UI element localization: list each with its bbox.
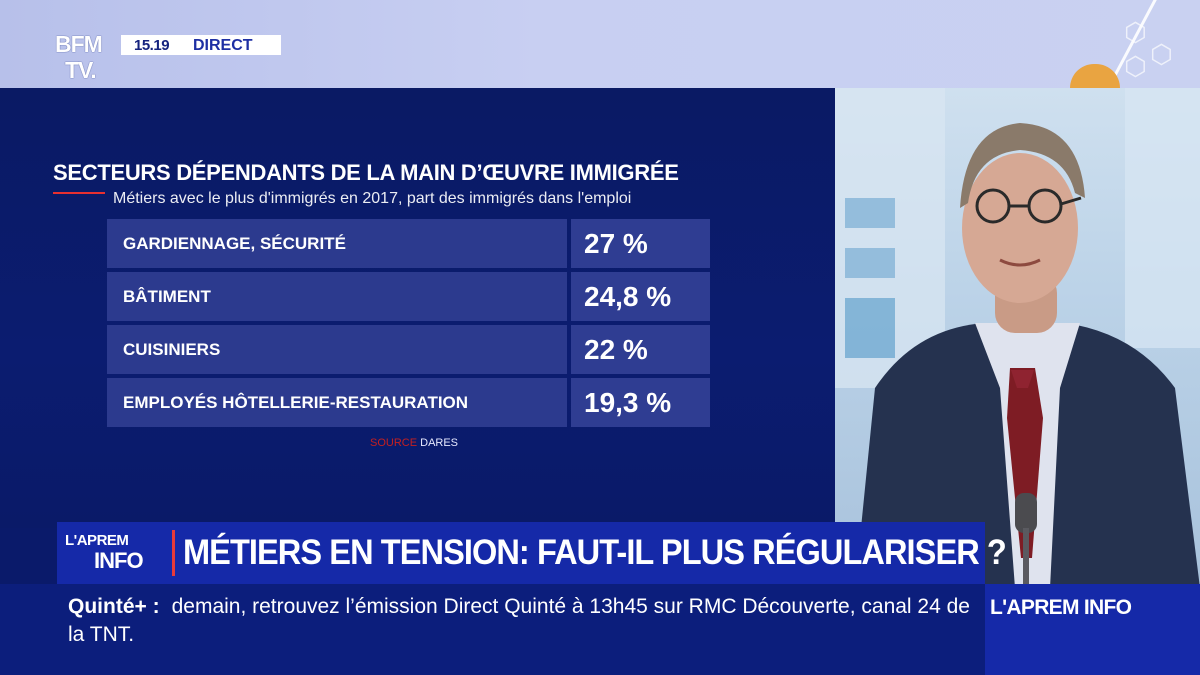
- source-note: SOURCE DARES: [370, 437, 458, 449]
- clock-box: 15.19 DIRECT: [121, 35, 281, 55]
- program-logo-top: L'APREM: [65, 532, 129, 549]
- ticker-message: demain, retrouvez l’émission Direct Quin…: [68, 595, 970, 646]
- decorative-dome: [1070, 64, 1120, 88]
- hexagon-icon: ⬡: [1150, 40, 1173, 70]
- row-value: 19,3 %: [571, 378, 710, 427]
- program-brand: L'APREM INFO: [985, 584, 1200, 675]
- program-brand-text: L'APREM INFO: [990, 596, 1132, 619]
- logo-text-bottom: TV.: [65, 57, 97, 83]
- infographic-title: SECTEURS DÉPENDANTS DE LA MAIN D’ŒUVRE I…: [53, 160, 679, 185]
- title-rule: [53, 192, 105, 194]
- studio-screen: [845, 198, 895, 228]
- channel-logo: BFM TV.: [55, 33, 117, 85]
- presenter-video: [835, 88, 1200, 588]
- source-key: SOURCE: [370, 437, 418, 449]
- clock-time: 15.19: [134, 37, 170, 54]
- infographic-subtitle: Métiers avec le plus d'immigrés en 2017,…: [113, 190, 632, 207]
- row-value: 24,8 %: [571, 272, 710, 321]
- presenter-figure: [855, 123, 1200, 588]
- ticker-text: Quinté+ : demain, retrouvez l’émission Di…: [68, 593, 973, 649]
- hexagon-icon: ⬡: [1124, 52, 1147, 82]
- source-value: DARES: [420, 437, 459, 449]
- program-logo-bottom: INFO: [94, 548, 144, 573]
- live-label: DIRECT: [193, 37, 253, 54]
- row-value: 27 %: [571, 219, 710, 268]
- logo-text-top: BFM: [55, 31, 103, 57]
- news-ticker: [0, 584, 985, 675]
- studio-screen: [845, 248, 895, 278]
- ticker-label: Quinté+ :: [68, 595, 160, 618]
- headline-text: MÉTIERS EN TENSION: FAUT-IL PLUS RÉGULAR…: [183, 533, 1007, 572]
- headline-banner: [57, 522, 985, 584]
- row-label: GARDIENNAGE, SÉCURITÉ: [107, 219, 567, 268]
- studio-screen: [845, 298, 895, 358]
- program-logo: L'APREM INFO: [60, 528, 170, 578]
- studio-screen: [1125, 88, 1200, 348]
- row-value: 22 %: [571, 325, 710, 374]
- banner-separator: [172, 530, 175, 576]
- row-label: CUISINIERS: [107, 325, 567, 374]
- hexagon-icon: ⬡: [1124, 18, 1147, 48]
- row-label: EMPLOYÉS HÔTELLERIE-RESTAURATION: [107, 378, 567, 427]
- row-label: BÂTIMENT: [107, 272, 567, 321]
